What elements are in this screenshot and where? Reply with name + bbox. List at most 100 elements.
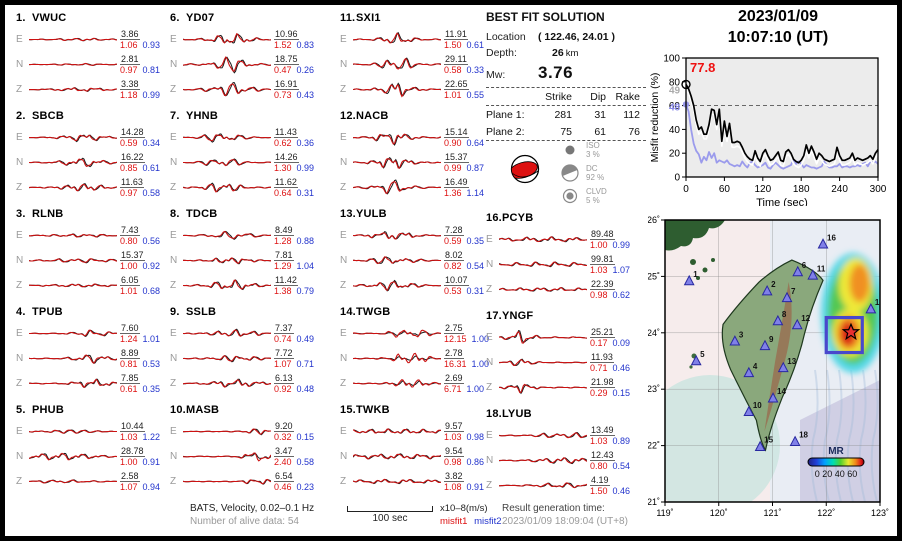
misfit2-value: 0.91 — [142, 457, 161, 467]
peak-amplitude: 7.85 — [120, 372, 140, 384]
misfit1-value: 0.46 — [274, 482, 292, 492]
misfit1-value: 1.28 — [274, 236, 292, 246]
misfit2-value: 0.55 — [466, 90, 485, 100]
station-panel-RLNB: 3. RLNB E 7.43 0.80 0.56 N 15.37 1.00 0.92 Z 6.05 1.… — [16, 208, 174, 298]
map-station-18 — [789, 435, 801, 446]
svg-text:11: 11 — [817, 264, 826, 273]
trace-row-PCYB-E: E 89.48 1.00 0.99 — [486, 227, 644, 252]
decomposition-dc: DC 92 % — [560, 161, 607, 184]
misfit1-value: 0.80 — [590, 461, 608, 471]
trace-row-YD07-Z: Z 16.91 0.73 0.43 — [170, 77, 328, 102]
station-panel-TWKB: 15.TWKB E 9.57 1.03 0.98 N 9.54 0.98 0.86 Z 3.82 1.… — [340, 404, 498, 494]
depth-value: 26 — [552, 47, 564, 59]
clvd-beachball-icon — [562, 188, 578, 203]
trace-row-MASB-N: N 3.47 2.40 0.58 — [170, 444, 328, 469]
waveform-trace — [353, 57, 441, 70]
peak-amplitude: 2.78 — [444, 347, 464, 359]
component-label: N — [170, 353, 178, 364]
trace-values: 89.48 1.00 0.99 — [590, 229, 630, 251]
misfit2-value: 0.61 — [466, 40, 485, 50]
peak-amplitude: 21.98 — [590, 376, 615, 388]
svg-text:6: 6 — [802, 261, 807, 270]
misfit1-value: 6.71 — [444, 384, 462, 394]
trace-row-PCYB-Z: Z 22.39 0.98 0.62 — [486, 277, 644, 302]
waveform-trace — [499, 261, 587, 268]
trace-values: 15.14 0.90 0.64 — [444, 127, 484, 149]
trace-values: 9.54 0.98 0.86 — [444, 446, 484, 468]
misfit2-value: 0.15 — [612, 388, 631, 398]
svg-text:0 20 40 60: 0 20 40 60 — [815, 469, 858, 479]
trace-values: 7.72 1.07 0.71 — [274, 348, 314, 370]
component-label: Z — [170, 476, 177, 487]
misfit2-value: 0.99 — [296, 163, 315, 173]
svg-text:12: 12 — [801, 314, 810, 323]
iso-beachball-icon — [565, 145, 575, 154]
trace-values: 6.13 0.92 0.48 — [274, 373, 314, 395]
component-label: Z — [170, 84, 177, 95]
component-label: E — [16, 230, 23, 241]
waveform-trace — [183, 478, 271, 485]
component-label: N — [16, 353, 24, 364]
peak-amplitude: 14.28 — [120, 126, 145, 138]
map-station-2 — [761, 284, 773, 296]
trace-values: 22.39 0.98 0.62 — [590, 279, 630, 301]
component-label: N — [486, 259, 494, 270]
component-label: E — [486, 234, 493, 245]
svg-text:0: 0 — [683, 184, 689, 195]
decomposition-list: ISO 3 % DC 92 % CLVD 5 % — [560, 138, 607, 207]
svg-text:26˚: 26˚ — [648, 215, 660, 225]
misfit2-value: 0.35 — [142, 384, 161, 394]
trace-values: 16.22 0.85 0.61 — [120, 152, 160, 174]
result-time-value: 2023/01/09 18:09:04 (UT+8) — [502, 516, 628, 527]
station-panel-MASB: 10.MASB E 9.20 0.32 0.15 N 3.47 2.40 0.58 Z 6.54 0.… — [170, 404, 328, 494]
component-label: E — [340, 34, 347, 45]
misfit1-value: 0.73 — [274, 90, 292, 100]
plane2-label: Plane 2: — [486, 125, 525, 138]
trace-values: 2.75 12.15 1.00 — [444, 323, 489, 345]
misfit2-value: 0.26 — [296, 65, 315, 75]
trace-row-YHNB-E: E 11.43 0.62 0.36 — [170, 125, 328, 150]
peak-amplitude: 12.43 — [590, 449, 615, 461]
svg-text:1: 1 — [693, 270, 698, 279]
peak-amplitude: 9.20 — [274, 420, 294, 432]
trace-values: 7.60 1.24 1.01 — [120, 323, 160, 345]
event-datetime: 2023/01/09 10:07:10 (UT) — [660, 6, 896, 48]
peak-amplitude: 11.43 — [274, 126, 298, 138]
station-title: 16.PCYB — [486, 212, 534, 224]
map-station-12 — [791, 318, 803, 330]
component-label: Z — [16, 378, 23, 389]
misfit2-value: 0.54 — [612, 461, 631, 471]
trace-row-YULB-N: N 8.02 0.82 0.54 — [340, 248, 498, 273]
misfit1-value: 0.98 — [444, 457, 462, 467]
trace-row-RLNB-Z: Z 6.05 1.01 0.68 — [16, 273, 174, 298]
component-label: Z — [16, 476, 23, 487]
misfit2-value: 1.01 — [142, 334, 161, 344]
trace-values: 6.54 0.46 0.23 — [274, 471, 314, 493]
trace-values: 15.37 1.00 0.92 — [120, 250, 160, 272]
misfit1-value: 0.59 — [120, 138, 138, 148]
trace-row-NACB-E: E 15.14 0.90 0.64 — [340, 125, 498, 150]
trace-row-TPUB-E: E 7.60 1.24 1.01 — [16, 321, 174, 346]
trace-values: 7.85 0.61 0.35 — [120, 373, 160, 395]
svg-text:4: 4 — [753, 362, 758, 371]
trace-values: 7.28 0.59 0.35 — [444, 225, 484, 247]
station-panel-LYUB: 18.LYUB E 13.49 1.03 0.89 N 12.43 0.80 0.54 Z 4.19… — [486, 408, 644, 498]
waveform-trace — [499, 383, 587, 395]
trace-row-PHUB-N: N 28.78 1.00 0.91 — [16, 444, 174, 469]
svg-text:120: 120 — [754, 184, 771, 195]
component-label: N — [340, 255, 348, 266]
svg-text:10: 10 — [753, 401, 762, 410]
waveform-trace — [499, 482, 587, 489]
best-fit-solution-panel: BEST FIT SOLUTION Location ( 122.46, 24.… — [486, 10, 664, 210]
waveform-trace — [353, 230, 441, 240]
waveform-trace — [29, 37, 117, 42]
svg-text:48: 48 — [669, 102, 681, 113]
map-station-11 — [807, 269, 819, 280]
amplitude-units: x10–8(m/s) — [440, 503, 488, 514]
station-title: 15.TWKB — [340, 404, 390, 416]
trace-values: 10.96 1.52 0.83 — [274, 29, 314, 51]
station-title: 6. YD07 — [170, 12, 215, 24]
time-scalebar: 100 sec — [347, 506, 433, 524]
trace-values: 11.43 0.62 0.36 — [274, 127, 314, 149]
